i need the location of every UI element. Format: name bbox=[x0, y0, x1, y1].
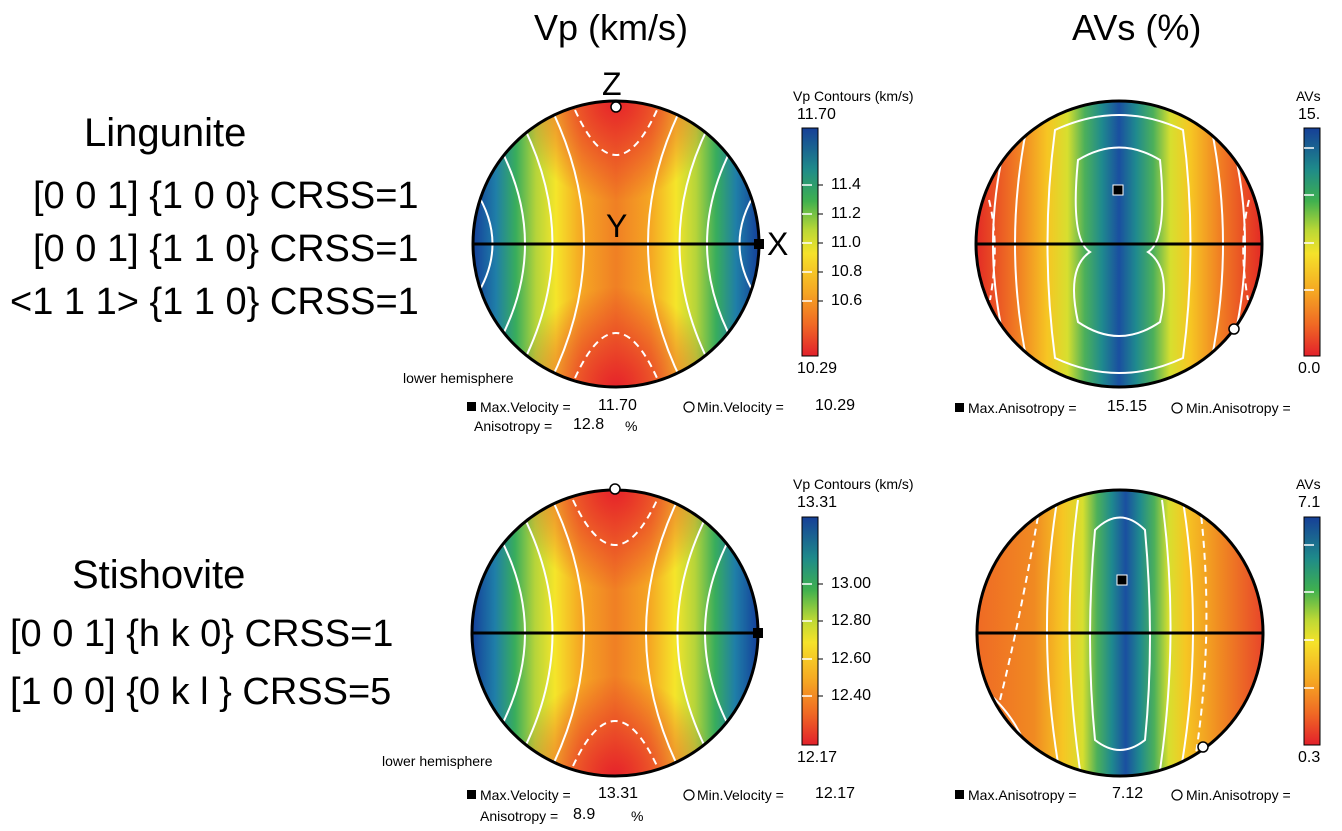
vp-colorbar-tick: 10.6 bbox=[831, 292, 863, 309]
axis-label-y: Y bbox=[606, 208, 628, 244]
max-anisotropy-value: 7.12 bbox=[1112, 785, 1144, 802]
avs-colorbar-stishovite bbox=[1303, 516, 1321, 746]
vp-colorbar-min: 12.17 bbox=[797, 749, 838, 766]
vp-colorbar-min: 10.29 bbox=[797, 360, 838, 377]
min-velocity-label: Min.Velocity = bbox=[697, 399, 784, 415]
mineral-name-lingunite: Lingunite bbox=[84, 111, 247, 155]
slip-system: [0 0 1] {1 1 0} CRSS=1 bbox=[33, 228, 419, 270]
vp-column-title: Vp (km/s) bbox=[534, 7, 689, 48]
min-velocity-value: 10.29 bbox=[815, 397, 856, 414]
vp-colorbar-tick: 10.8 bbox=[831, 263, 863, 280]
vp-colorbar-tick: 12.60 bbox=[831, 650, 872, 667]
axis-label-x: X bbox=[767, 226, 789, 262]
vp-colorbar-tick: 11.0 bbox=[831, 234, 861, 251]
max-velocity-label: Max.Velocity = bbox=[480, 399, 571, 415]
mineral-name-stishovite: Stishovite bbox=[72, 553, 246, 597]
slip-system: [0 0 1] {h k 0} CRSS=1 bbox=[10, 613, 394, 655]
min-marker bbox=[610, 101, 622, 113]
min-velocity-marker-icon bbox=[683, 401, 695, 413]
avs-column-title: AVs (%) bbox=[1072, 7, 1202, 48]
vp-colorbar-tick: 12.40 bbox=[831, 687, 872, 704]
anisotropy-label: Anisotropy = bbox=[480, 808, 559, 824]
max-anisotropy-label: Max.Anisotropy = bbox=[968, 400, 1077, 416]
min-velocity-label: Min.Velocity = bbox=[697, 787, 784, 803]
max-anisotropy-value: 15.15 bbox=[1107, 398, 1148, 415]
vp-colorbar-max: 11.70 bbox=[797, 106, 836, 123]
max-anisotropy-label: Max.Anisotropy = bbox=[968, 787, 1077, 803]
max-anisotropy-marker-icon bbox=[955, 403, 964, 412]
vp-colorbar-tick: 11.4 bbox=[831, 176, 861, 193]
anisotropy-unit: % bbox=[625, 418, 638, 434]
hemisphere-label: lower hemisphere bbox=[382, 753, 493, 769]
vp-colorbar-title: Vp Contours (km/s) bbox=[793, 476, 914, 492]
max-velocity-value: 13.31 bbox=[598, 785, 639, 802]
anisotropy-label: Anisotropy = bbox=[474, 418, 553, 434]
max-velocity-label: Max.Velocity = bbox=[480, 787, 571, 803]
avs-colorbar-max: 7.1 bbox=[1298, 494, 1321, 511]
vp-colorbar-max: 13.31 bbox=[797, 494, 838, 511]
avs-colorbar-max: 15. bbox=[1298, 106, 1321, 123]
avs-stereonet-stishovite bbox=[975, 488, 1265, 778]
vp-colorbar-stishovite bbox=[801, 516, 823, 746]
anisotropy-value: 12.8 bbox=[573, 416, 605, 433]
vp-colorbar-tick: 13.00 bbox=[831, 575, 872, 592]
avs-colorbar-min: 0.3 bbox=[1298, 749, 1321, 766]
avs-colorbar-title: AVs bbox=[1296, 476, 1321, 492]
vp-stereonet-lingunite bbox=[471, 99, 764, 389]
anisotropy-value: 8.9 bbox=[573, 806, 596, 823]
avs-colorbar-title: AVs bbox=[1296, 88, 1321, 104]
vp-colorbar-tick: 12.80 bbox=[831, 612, 872, 629]
max-anisotropy-marker-icon bbox=[955, 790, 964, 799]
vp-stereonet-stishovite bbox=[470, 483, 763, 778]
vp-colorbar-title: Vp Contours (km/s) bbox=[793, 88, 914, 104]
avs-colorbar-min: 0.0 bbox=[1298, 360, 1321, 377]
min-anisotropy-marker-icon bbox=[1171, 402, 1183, 414]
min-velocity-value: 12.17 bbox=[815, 785, 856, 802]
max-velocity-value: 11.70 bbox=[598, 397, 637, 414]
max-marker bbox=[754, 239, 764, 249]
vp-colorbar-lingunite bbox=[801, 127, 823, 357]
anisotropy-unit: % bbox=[631, 808, 644, 824]
min-velocity-marker-icon bbox=[683, 789, 695, 801]
avs-colorbar-lingunite bbox=[1303, 127, 1321, 357]
slip-system: [0 0 1] {1 0 0} CRSS=1 bbox=[33, 175, 419, 217]
vp-colorbar-tick: 11.2 bbox=[831, 205, 861, 222]
min-anisotropy-label: Min.Anisotropy = bbox=[1186, 400, 1291, 416]
min-anisotropy-marker-icon bbox=[1171, 789, 1183, 801]
max-velocity-marker-icon bbox=[467, 790, 476, 799]
max-velocity-marker-icon bbox=[467, 402, 476, 411]
axis-label-z: Z bbox=[602, 66, 622, 102]
slip-system: <1 1 1> {1 1 0} CRSS=1 bbox=[10, 281, 419, 323]
hemisphere-label: lower hemisphere bbox=[403, 370, 514, 386]
slip-system: [1 0 0] {0 k l } CRSS=5 bbox=[10, 671, 392, 713]
min-anisotropy-label: Min.Anisotropy = bbox=[1186, 787, 1291, 803]
avs-stereonet-lingunite bbox=[974, 99, 1264, 389]
